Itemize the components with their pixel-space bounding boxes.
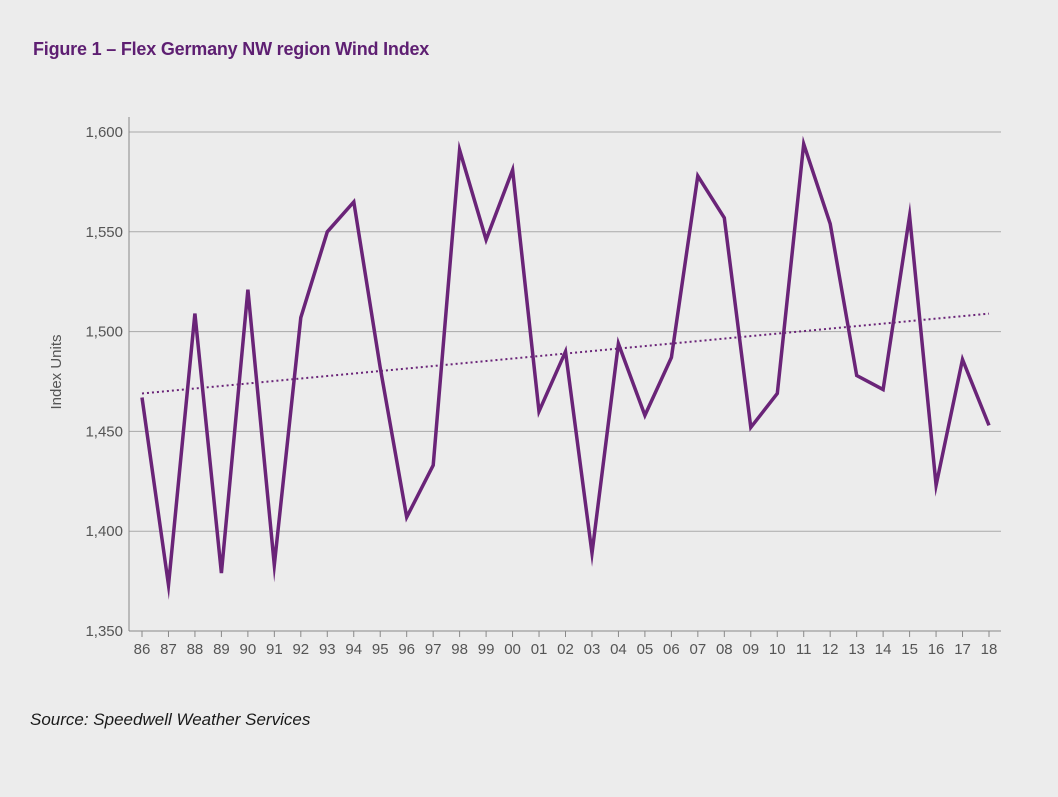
- x-tick-label: 10: [769, 641, 786, 658]
- y-tick-label: 1,550: [85, 224, 123, 241]
- y-tick-label: 1,450: [85, 423, 123, 440]
- x-tick-label: 88: [187, 641, 204, 658]
- x-tick-label: 01: [531, 641, 548, 658]
- x-tick-label: 97: [425, 641, 442, 658]
- source-note: Source: Speedwell Weather Services: [30, 710, 311, 729]
- x-tick-label: 89: [213, 641, 230, 658]
- x-tick-label: 90: [240, 641, 257, 658]
- x-tick-label: 15: [901, 641, 918, 658]
- x-tick-label: 09: [742, 641, 759, 658]
- series-layer: [140, 135, 991, 600]
- x-tick-label: 08: [716, 641, 733, 658]
- y-tick-label: 1,500: [85, 324, 123, 341]
- x-tick-label: 07: [690, 641, 707, 658]
- x-tick-label: 92: [292, 641, 309, 658]
- figure-title: Figure 1 – Flex Germany NW region Wind I…: [33, 39, 430, 59]
- gridlines: [129, 131, 1001, 532]
- x-tick-label: 95: [372, 641, 389, 658]
- x-tick-label: 17: [954, 641, 971, 658]
- x-tick-label: 12: [822, 641, 839, 658]
- x-tick-label: 94: [345, 641, 362, 658]
- series-line: [140, 135, 991, 600]
- x-tick-label: 96: [398, 641, 415, 658]
- x-tick-label: 13: [848, 641, 865, 658]
- x-tick-label: 03: [584, 641, 601, 658]
- x-tick-label: 14: [875, 641, 892, 658]
- x-tick-label: 87: [160, 641, 177, 658]
- y-axis: 1,350 1,400 1,450 1,500 1,550 1,600: [85, 117, 130, 640]
- x-tick-label: 06: [663, 641, 680, 658]
- x-tick-label: 18: [981, 641, 998, 658]
- x-tick-label: 16: [928, 641, 945, 658]
- x-axis: 86 87 88 89 90 91 92 93 94 95 96 97 98 99 00 01 02 03 04 05…: [129, 630, 1001, 658]
- y-tick-label: 1,600: [85, 124, 123, 141]
- x-tick-label: 86: [134, 641, 151, 658]
- x-tick-label: 91: [266, 641, 283, 658]
- x-tick-label: 93: [319, 641, 336, 658]
- y-axis-label: Index Units: [48, 334, 65, 409]
- y-tick-label: 1,400: [85, 523, 123, 540]
- x-tick-label: 99: [478, 641, 495, 658]
- x-tick-label: 00: [504, 641, 521, 658]
- y-tick-label: 1,350: [85, 623, 123, 640]
- x-tick-label: 05: [637, 641, 654, 658]
- x-tick-label: 04: [610, 641, 627, 658]
- x-tick-label: 11: [796, 641, 812, 658]
- x-tick-label: 02: [557, 641, 574, 658]
- x-tick-label: 98: [451, 641, 468, 658]
